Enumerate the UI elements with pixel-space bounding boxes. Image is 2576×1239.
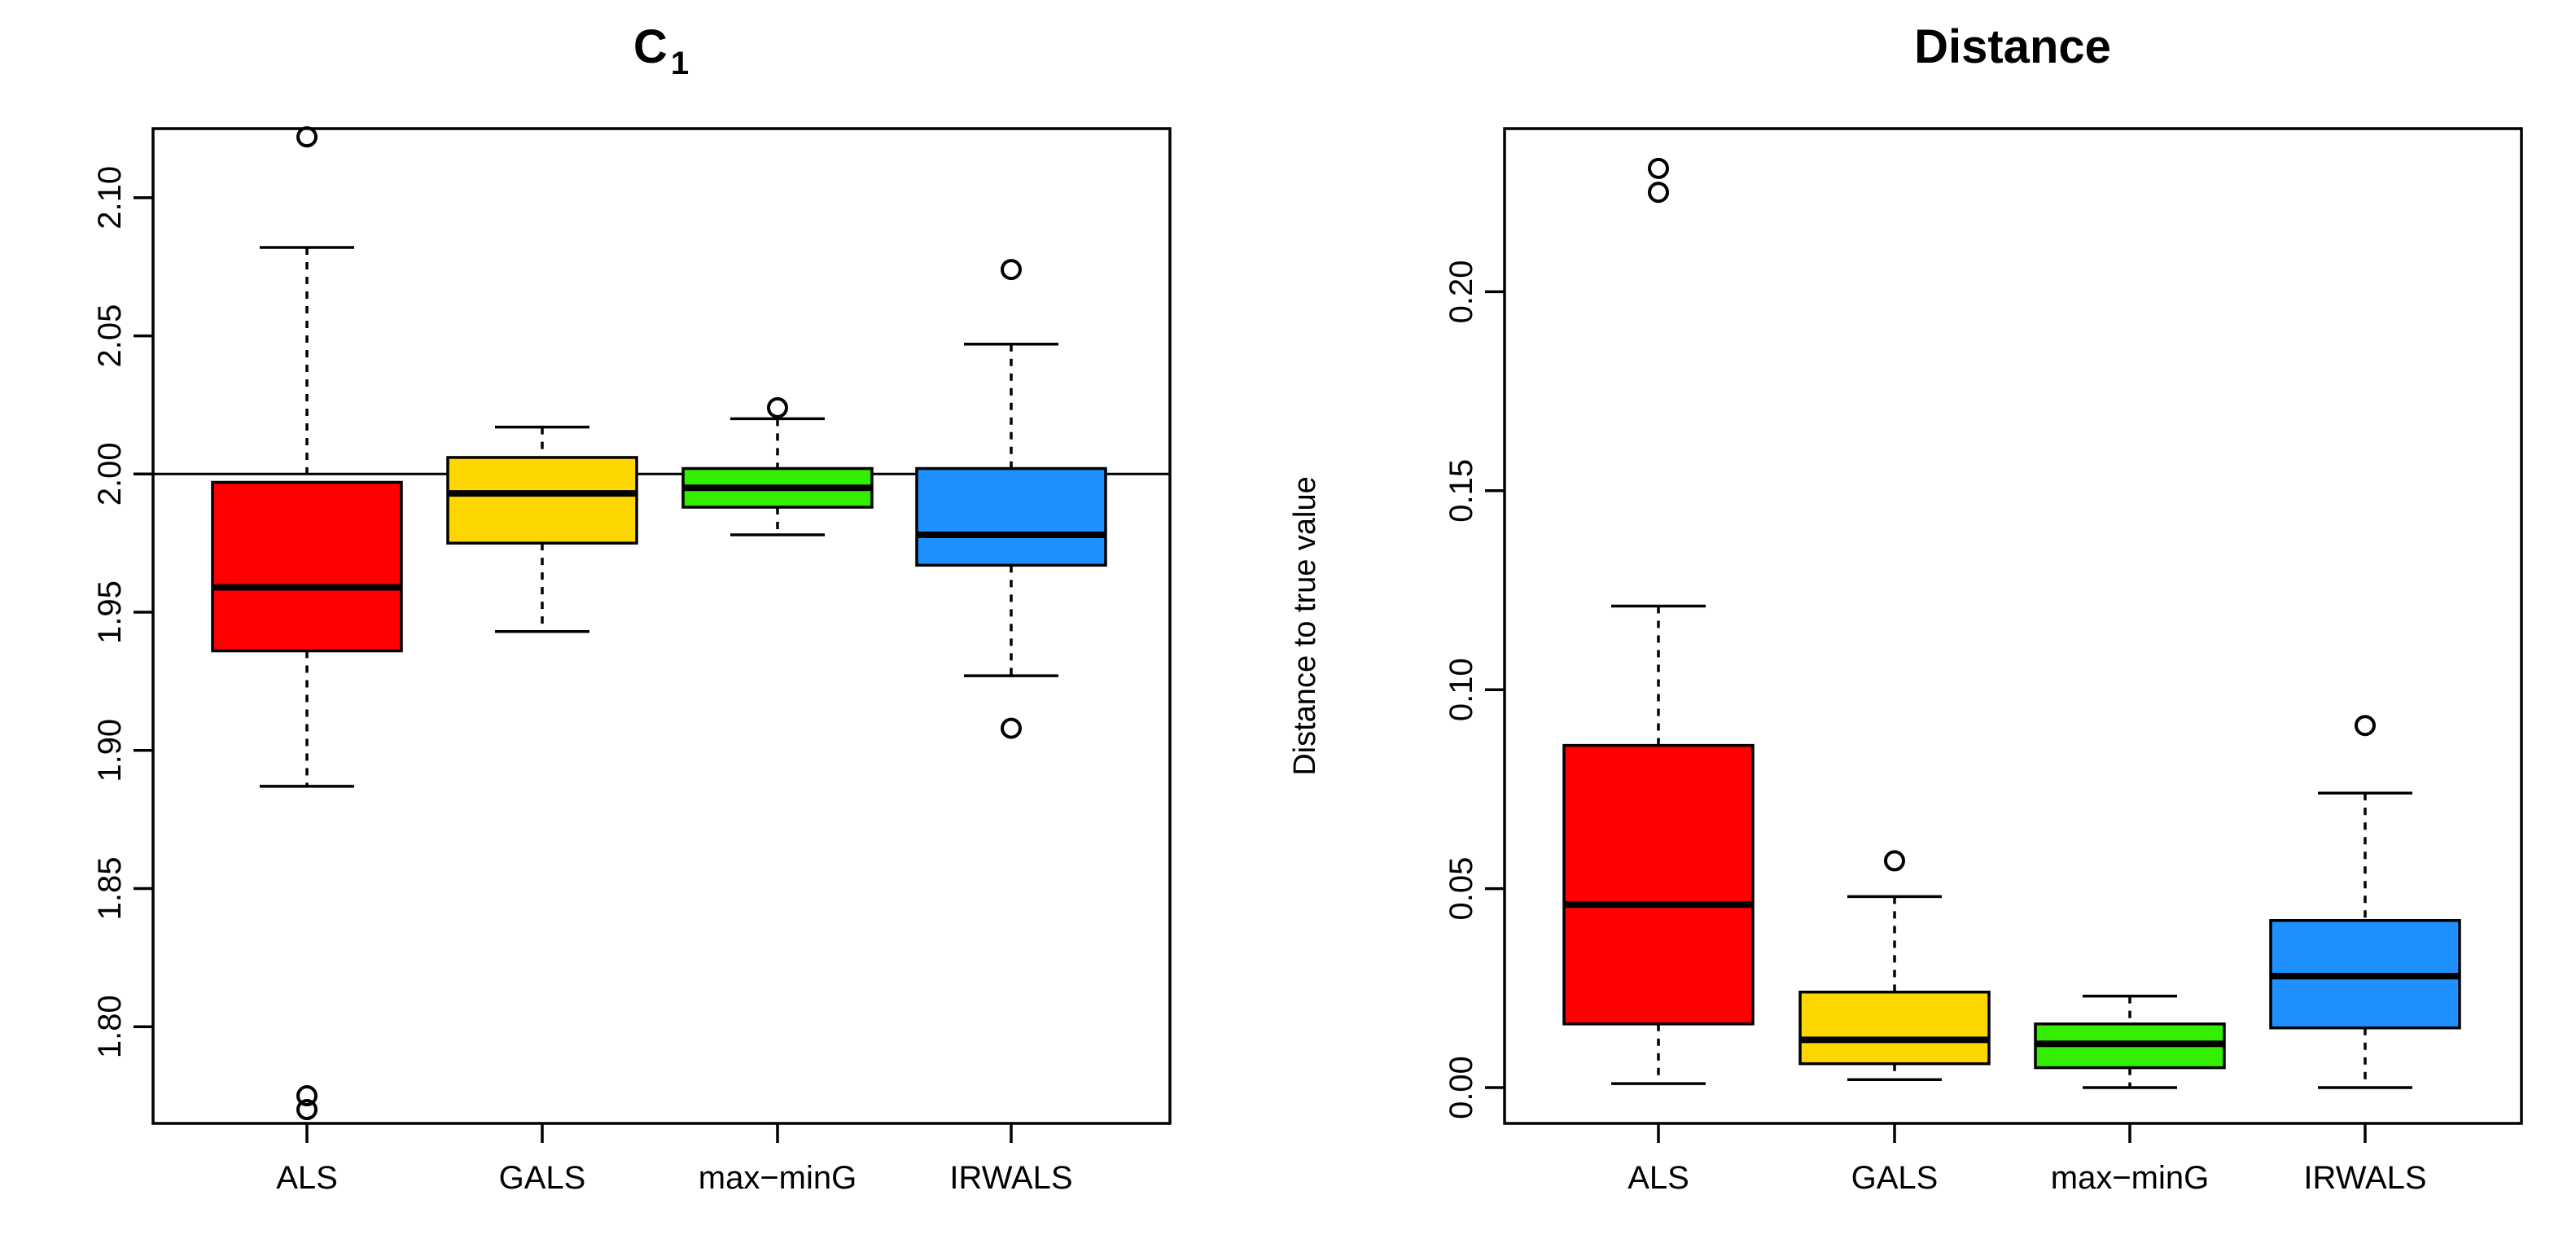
box-distance-4 (2269, 715, 2461, 1089)
outlier-point (767, 396, 788, 418)
outlier-point (2355, 715, 2376, 737)
outlier-point (1884, 850, 1905, 872)
y-axis-label: Distance to true value (1288, 476, 1322, 776)
box-iqr (446, 456, 638, 545)
y-tick-label: 0.20 (1444, 260, 1479, 323)
x-tick-label: GALS (1851, 1160, 1939, 1196)
y-tick-label: 0.05 (1444, 857, 1479, 921)
x-tick-label: ALS (276, 1160, 338, 1196)
y-tick-label: 1.95 (92, 580, 128, 644)
y-tick-label: 0.00 (1444, 1056, 1479, 1119)
x-tick-label: IRWALS (2303, 1160, 2426, 1196)
y-tick-label: 1.85 (92, 857, 128, 921)
box-iqr (211, 480, 403, 653)
x-tick-label: GALS (499, 1160, 586, 1196)
x-tick-label: IRWALS (949, 1160, 1072, 1196)
outlier-point (296, 126, 318, 148)
box-distance-2 (1798, 850, 1991, 1081)
y-tick-label: 2.10 (92, 166, 128, 230)
chart-title-distance: Distance (1914, 20, 2111, 73)
plot-frame (151, 127, 1172, 1125)
x-tick-label: max−minG (699, 1160, 857, 1196)
y-tick-label: 1.80 (92, 995, 128, 1058)
y-tick-label: 0.15 (1444, 459, 1479, 523)
chart-title-subscript: 1 (671, 46, 689, 81)
box-distance-1 (1562, 157, 1755, 1085)
x-tick-label: max−minG (2051, 1160, 2210, 1196)
box-iqr (915, 466, 1107, 567)
plot-frame (1503, 127, 2523, 1125)
outlier-point (296, 1085, 318, 1107)
x-tick-label: ALS (1628, 1160, 1689, 1196)
y-tick-label: 2.05 (92, 304, 128, 368)
box-c1-2 (446, 425, 638, 633)
panel-c1: C 1 1.80 1.85 1.90 1.95 2.00 2.05 2.10 ALS GALS max… (92, 20, 1172, 1196)
outlier-point (296, 1099, 318, 1121)
y-tick-label: 0.10 (1444, 658, 1479, 721)
y-tick-label: 1.90 (92, 719, 128, 782)
box-iqr (1798, 990, 1991, 1066)
box-c1-3 (681, 396, 874, 536)
box-iqr (1562, 743, 1755, 1026)
outlier-point (1001, 717, 1022, 739)
outlier-point (1001, 259, 1022, 281)
y-tick-label: 2.00 (92, 442, 128, 506)
panel-distance: Distance 0.00 0.05 0.10 0.15 0.20 ALS GALS max−m… (1288, 20, 2523, 1196)
box-c1-1 (211, 126, 403, 1121)
outlier-point (1648, 157, 1669, 179)
box-distance-3 (2034, 994, 2226, 1089)
box-c1-4 (915, 259, 1107, 739)
outlier-point (1648, 182, 1669, 204)
